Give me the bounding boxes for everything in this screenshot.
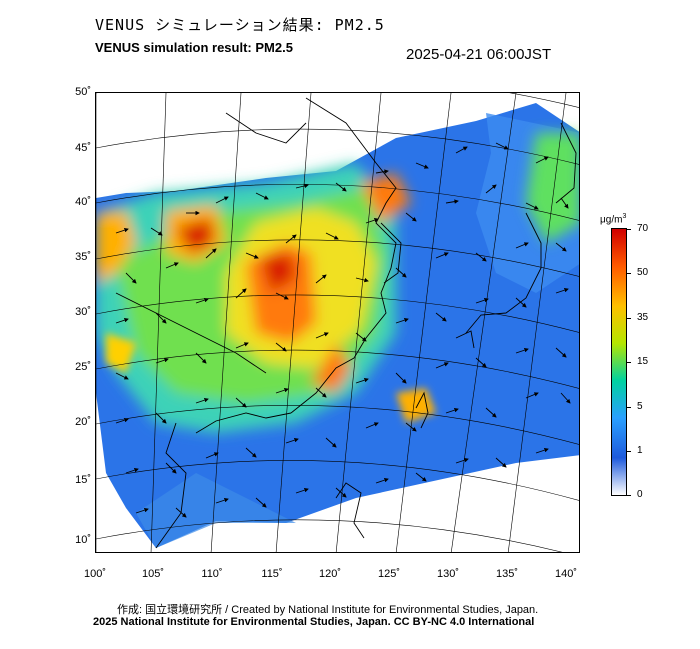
lon-label-115: 115˚ bbox=[261, 568, 283, 580]
concentration-field bbox=[96, 103, 579, 548]
colorbar-tick-50: 50 bbox=[637, 267, 649, 278]
colorbar-unit: μg/m3 bbox=[600, 213, 626, 225]
colorbar-tick-0: 0 bbox=[637, 489, 643, 500]
colorbar-tick-mark bbox=[626, 451, 631, 452]
wind-vectors bbox=[115, 142, 571, 518]
lon-label-110: 110˚ bbox=[201, 568, 223, 580]
lat-label-50: 50˚ bbox=[75, 86, 91, 98]
map-canvas bbox=[96, 93, 579, 552]
colorbar-tick-mark bbox=[626, 495, 631, 496]
title-japanese: VENUS シミュレーション結果: PM2.5 bbox=[95, 16, 385, 34]
lon-label-140: 140˚ bbox=[554, 568, 578, 580]
lat-label-45: 45˚ bbox=[75, 142, 91, 154]
colorbar-tick-mark bbox=[626, 407, 631, 408]
lat-label-15: 15˚ bbox=[75, 474, 91, 486]
lon-label-125: 125˚ bbox=[377, 568, 401, 580]
lat-label-10: 10˚ bbox=[75, 534, 91, 546]
colorbar-tick-mark bbox=[626, 273, 631, 274]
colorbar-tick-mark bbox=[626, 318, 631, 319]
license-line: 2025 National Institute for Environmenta… bbox=[93, 616, 535, 628]
colorbar-tick-5: 5 bbox=[637, 401, 643, 412]
colorbar-tick-mark bbox=[626, 229, 631, 230]
lon-label-135: 135˚ bbox=[495, 568, 519, 580]
pm25-map bbox=[95, 92, 580, 553]
title-english: VENUS simulation result: PM2.5 bbox=[95, 40, 293, 55]
colorbar-tick-15: 15 bbox=[637, 356, 649, 367]
colorbar-tick-mark bbox=[626, 362, 631, 363]
lat-label-20: 20˚ bbox=[75, 416, 91, 428]
lat-label-40: 40˚ bbox=[75, 196, 91, 208]
coastlines bbox=[115, 97, 577, 549]
lon-label-100: 100˚ bbox=[83, 568, 107, 580]
lon-label-105: 105˚ bbox=[141, 568, 165, 580]
graticule bbox=[96, 93, 579, 552]
colorbar-tick-70: 70 bbox=[637, 223, 649, 234]
colorbar-unit-exponent: 3 bbox=[622, 213, 627, 220]
colorbar-tick-35: 35 bbox=[637, 312, 649, 323]
colorbar-unit-base: μg/m bbox=[600, 214, 623, 226]
lat-label-30: 30˚ bbox=[75, 306, 91, 318]
lon-label-120: 120˚ bbox=[318, 568, 342, 580]
colorbar bbox=[611, 228, 627, 496]
colorbar-tick-1: 1 bbox=[637, 445, 643, 456]
credit-line: 作成: 国立環境研究所 / Created by National Instit… bbox=[117, 604, 539, 616]
lat-label-35: 35˚ bbox=[75, 251, 91, 263]
lat-label-25: 25˚ bbox=[75, 361, 91, 373]
lon-label-130: 130˚ bbox=[436, 568, 460, 580]
forecast-datetime: 2025-04-21 06:00JST bbox=[406, 46, 552, 63]
